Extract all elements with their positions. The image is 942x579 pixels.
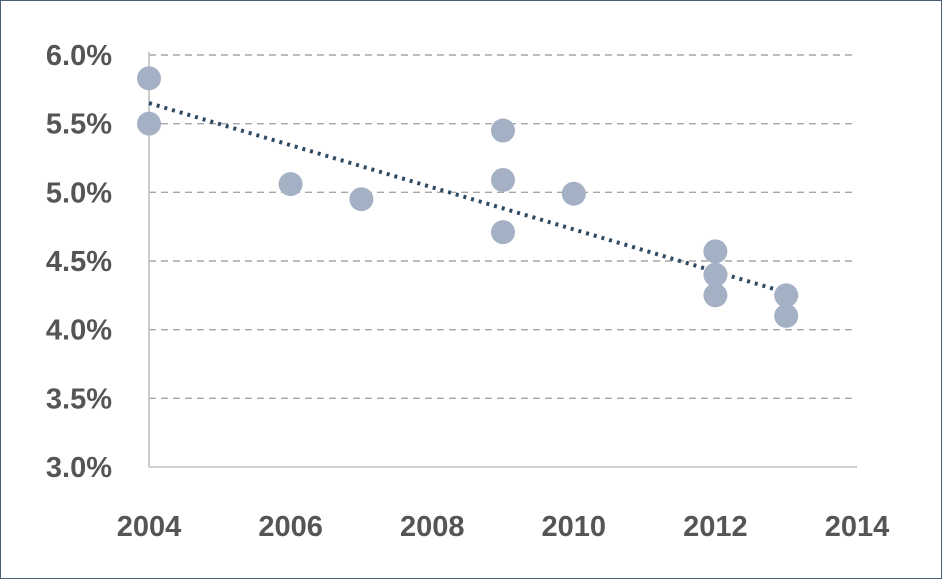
data-point (774, 283, 799, 308)
gridlines (149, 54, 857, 400)
data-point (491, 167, 515, 192)
data-point (774, 303, 799, 328)
data-point (278, 172, 303, 197)
data-point (703, 262, 728, 287)
y-tick-label: 3.0% (46, 452, 112, 484)
data-point (703, 283, 728, 308)
x-tick-label: 2010 (542, 511, 607, 543)
x-tick-label: 2008 (400, 511, 465, 543)
x-tick-labels: 2004 2006 2008 2010 2012 2014 (117, 511, 890, 543)
x-tick-label: 2014 (825, 511, 890, 543)
data-point (137, 66, 161, 91)
data-point (137, 111, 161, 136)
axes (148, 52, 857, 468)
data-point (491, 118, 515, 143)
trendline (148, 101, 787, 295)
x-tick-label: 2012 (683, 511, 748, 543)
y-tick-label: 5.5% (46, 109, 112, 141)
data-points (137, 66, 799, 328)
x-tick-label: 2006 (258, 511, 323, 543)
y-tick-label: 6.0% (46, 40, 112, 72)
y-tick-label: 4.5% (46, 246, 112, 278)
trendline-group (148, 101, 787, 295)
data-point (349, 187, 374, 212)
y-tick-label: 5.0% (46, 177, 112, 209)
y-tick-labels: 3.0% 3.5% 4.0% 4.5% 5.0% 5.5% 6.0% (46, 40, 112, 484)
data-point (561, 181, 586, 206)
y-tick-label: 4.0% (46, 315, 112, 347)
data-point (491, 220, 515, 245)
data-point (703, 239, 728, 264)
x-tick-label: 2004 (117, 511, 182, 543)
y-tick-label: 3.5% (46, 383, 112, 415)
